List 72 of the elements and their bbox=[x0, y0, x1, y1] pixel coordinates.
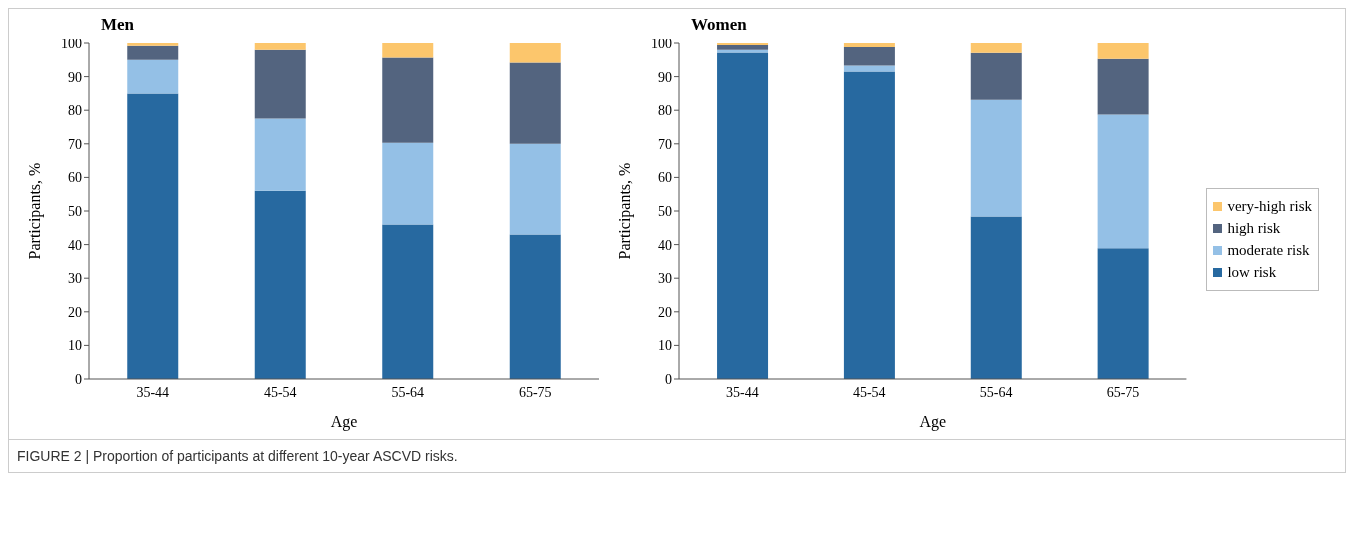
y-tick-label: 100 bbox=[61, 35, 82, 51]
x-axis-title: Age bbox=[330, 413, 358, 431]
bar bbox=[717, 43, 769, 46]
bar bbox=[509, 62, 561, 144]
y-tick-label: 50 bbox=[658, 203, 672, 219]
x-tick-label: 55-64 bbox=[391, 384, 425, 400]
legend-label: low risk bbox=[1227, 263, 1277, 281]
x-tick-label: 35-44 bbox=[726, 384, 759, 400]
bar bbox=[843, 47, 895, 66]
y-axis-title: Participants, % bbox=[615, 162, 634, 260]
bar bbox=[254, 118, 306, 191]
bar bbox=[970, 43, 1022, 53]
x-tick-label: 65-75 bbox=[1106, 384, 1140, 400]
bar bbox=[717, 45, 769, 50]
y-tick-label: 30 bbox=[658, 271, 672, 287]
y-tick-label: 30 bbox=[68, 271, 82, 287]
y-tick-label: 10 bbox=[68, 338, 82, 354]
bar bbox=[509, 43, 561, 63]
bar bbox=[509, 143, 561, 235]
bar bbox=[970, 52, 1022, 100]
x-tick-label: 45-54 bbox=[263, 384, 297, 400]
bar bbox=[843, 65, 895, 72]
x-tick-label: 65-75 bbox=[518, 384, 552, 400]
y-tick-label: 60 bbox=[68, 170, 82, 186]
bar bbox=[254, 49, 306, 119]
bar bbox=[843, 71, 895, 379]
bar bbox=[382, 43, 434, 58]
y-tick-label: 20 bbox=[658, 304, 672, 320]
bar bbox=[970, 216, 1022, 379]
bar bbox=[382, 57, 434, 143]
chart-title: Women bbox=[691, 15, 748, 36]
y-tick-label: 20 bbox=[68, 304, 82, 320]
y-tick-label: 40 bbox=[68, 237, 82, 253]
y-tick-label: 10 bbox=[658, 338, 672, 354]
bar bbox=[843, 43, 895, 48]
x-tick-label: 55-64 bbox=[979, 384, 1013, 400]
bar bbox=[1097, 248, 1149, 379]
legend-label: high risk bbox=[1227, 219, 1281, 237]
bar bbox=[1097, 58, 1149, 115]
chart-title: Men bbox=[101, 15, 136, 36]
bar bbox=[127, 59, 179, 94]
y-tick-label: 70 bbox=[658, 136, 672, 152]
bar bbox=[254, 43, 306, 50]
caption: FIGURE 2 | Proportion of participants at different 10-year ASCVD risks. bbox=[17, 448, 459, 464]
x-tick-label: 45-54 bbox=[852, 384, 886, 400]
legend-label: moderate risk bbox=[1227, 241, 1310, 259]
y-tick-label: 100 bbox=[651, 35, 672, 51]
y-tick-label: 0 bbox=[75, 371, 82, 387]
y-tick-label: 90 bbox=[68, 69, 82, 85]
bar bbox=[717, 52, 769, 379]
bar bbox=[254, 190, 306, 379]
y-axis-title: Participants, % bbox=[25, 162, 44, 260]
legend-label: very-high risk bbox=[1227, 197, 1312, 215]
bar bbox=[127, 43, 179, 46]
x-tick-label: 35-44 bbox=[136, 384, 170, 400]
x-axis-title: Age bbox=[919, 413, 947, 431]
bar bbox=[127, 93, 179, 379]
y-tick-label: 60 bbox=[658, 170, 672, 186]
y-tick-label: 80 bbox=[68, 103, 82, 119]
bar bbox=[970, 99, 1022, 217]
bar bbox=[127, 45, 179, 60]
y-tick-label: 70 bbox=[68, 136, 82, 152]
y-tick-label: 50 bbox=[68, 203, 82, 219]
y-tick-label: 80 bbox=[658, 103, 672, 119]
bar bbox=[382, 142, 434, 225]
bar bbox=[1097, 114, 1149, 249]
y-tick-label: 0 bbox=[665, 371, 672, 387]
bar bbox=[382, 224, 434, 379]
bar bbox=[509, 234, 561, 379]
y-tick-label: 40 bbox=[658, 237, 672, 253]
y-tick-label: 90 bbox=[658, 69, 672, 85]
bar bbox=[1097, 43, 1149, 59]
